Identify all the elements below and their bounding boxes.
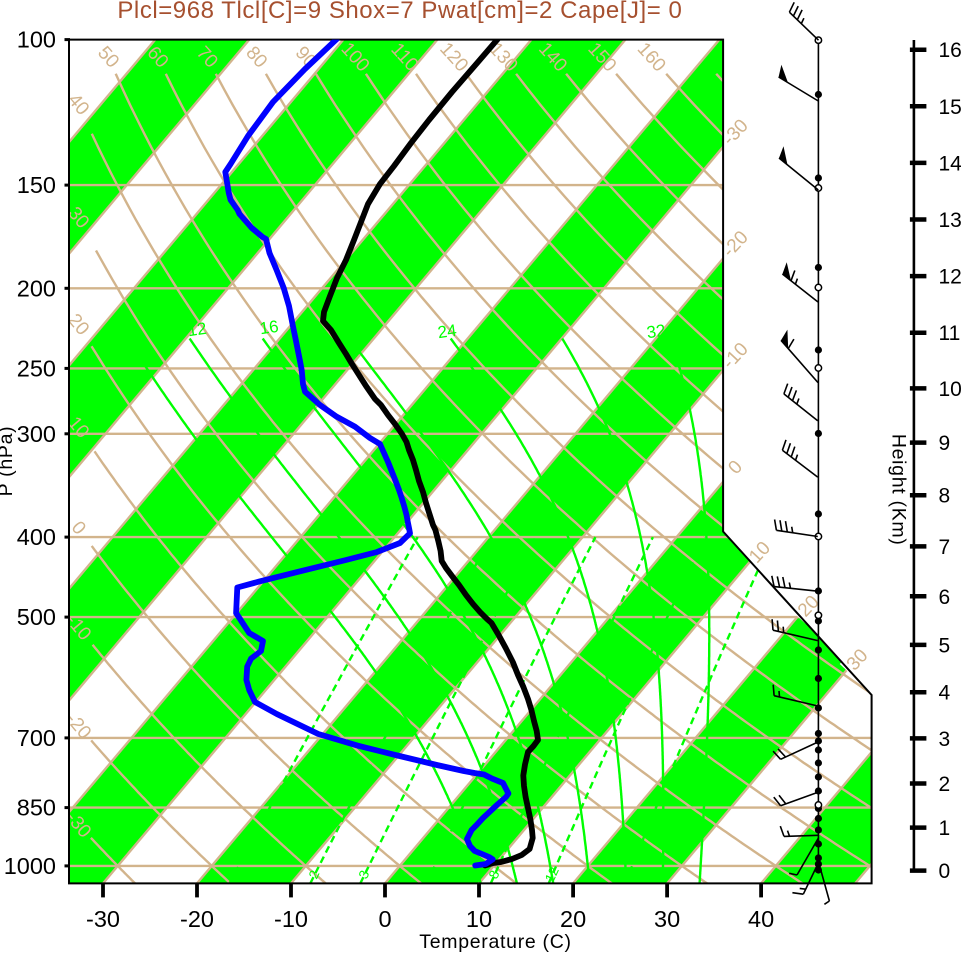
svg-text:Plcl=968 Tlcl[C]=9 Shox=7 Pwat: Plcl=968 Tlcl[C]=9 Shox=7 Pwat[cm]=2 Cap…	[117, 0, 682, 24]
svg-text:12: 12	[939, 266, 961, 289]
svg-text:Height (Km): Height (Km)	[888, 434, 910, 546]
svg-text:150: 150	[17, 172, 56, 198]
svg-text:10: 10	[939, 378, 961, 401]
svg-text:40: 40	[748, 906, 774, 932]
svg-text:6: 6	[939, 586, 951, 609]
svg-text:7: 7	[939, 536, 951, 559]
svg-text:Temperature (C): Temperature (C)	[419, 931, 571, 953]
svg-text:30: 30	[654, 906, 680, 932]
svg-text:16: 16	[258, 317, 279, 338]
svg-text:-20: -20	[180, 906, 214, 932]
svg-text:12: 12	[186, 319, 207, 340]
svg-text:-10: -10	[274, 906, 308, 932]
svg-text:4: 4	[939, 682, 951, 705]
svg-text:700: 700	[17, 725, 56, 751]
svg-text:5: 5	[939, 634, 951, 657]
svg-text:9: 9	[939, 432, 951, 455]
svg-text:2: 2	[939, 773, 951, 796]
svg-text:400: 400	[17, 524, 56, 550]
svg-text:1000: 1000	[4, 853, 56, 879]
svg-text:20: 20	[560, 906, 586, 932]
svg-text:0: 0	[939, 860, 951, 883]
svg-text:0: 0	[378, 906, 391, 932]
svg-text:8: 8	[939, 485, 951, 508]
svg-text:10: 10	[466, 906, 492, 932]
svg-text:P (hPa): P (hPa)	[0, 426, 17, 497]
svg-text:14: 14	[939, 152, 961, 175]
svg-text:250: 250	[17, 355, 56, 381]
svg-text:100: 100	[17, 27, 56, 53]
svg-text:32: 32	[645, 321, 666, 342]
svg-text:15: 15	[939, 96, 961, 119]
svg-text:850: 850	[17, 795, 56, 821]
svg-text:3: 3	[939, 728, 951, 751]
svg-text:1: 1	[939, 817, 951, 840]
svg-text:13: 13	[939, 209, 961, 232]
svg-text:200: 200	[17, 275, 56, 301]
svg-text:300: 300	[17, 421, 56, 447]
svg-text:16: 16	[939, 39, 961, 62]
svg-text:500: 500	[17, 604, 56, 630]
svg-text:11: 11	[939, 322, 961, 345]
svg-text:-30: -30	[86, 906, 120, 932]
svg-text:24: 24	[436, 321, 457, 342]
